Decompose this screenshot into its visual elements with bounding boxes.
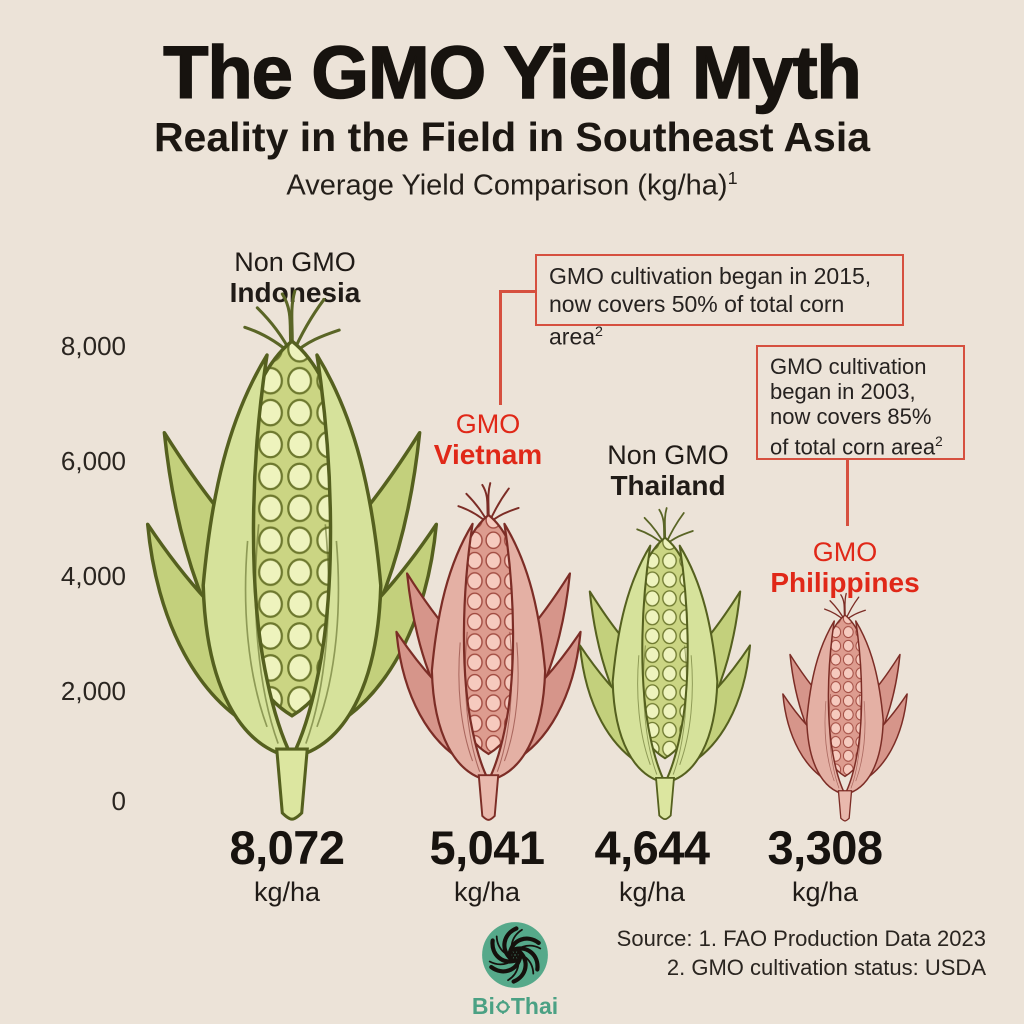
- value-vietnam-unit: kg/ha: [453, 877, 521, 907]
- logo-gear-icon: [495, 999, 510, 1014]
- value-philippines-unit: kg/ha: [791, 877, 859, 907]
- label-vietnam-type: GMO: [455, 409, 521, 439]
- value-philippines: 3,308 kg/ha: [705, 820, 945, 908]
- biothai-logo: Bi Thai: [450, 920, 580, 1020]
- corn-illustration-philippines: [779, 584, 911, 823]
- value-thailand-unit: kg/ha: [618, 877, 686, 907]
- axis-title-footnote: 1: [727, 168, 738, 188]
- callout-vietnam-footnote: 2: [595, 324, 603, 340]
- corn-illustration-indonesia: [139, 269, 445, 824]
- y-axis-tick-8000: 8,000: [60, 331, 126, 361]
- source-line-1: Source: 1. FAO Production Data 2023: [616, 926, 986, 951]
- callout-philippines: GMO cultivation began in 2003, now cover…: [756, 345, 965, 460]
- callout-philippines-line4-text: of total corn area: [770, 434, 936, 460]
- label-thailand-type: Non GMO: [607, 440, 729, 470]
- value-thailand: 4,644 kg/ha: [532, 820, 772, 908]
- callout-philippines-line3: now covers 85%: [770, 404, 932, 429]
- logo-text-thai: Thai: [510, 993, 559, 1019]
- axis-title: Average Yield Comparison (kg/ha)1: [0, 168, 1024, 203]
- callout-philippines-footnote: 2: [935, 434, 943, 449]
- biothai-logo-text: Bi Thai: [450, 993, 580, 1020]
- label-indonesia-type: Non GMO: [234, 247, 356, 277]
- y-axis-tick-0: 0: [111, 786, 126, 816]
- callout-vietnam: GMO cultivation began in 2015, now cover…: [535, 254, 904, 350]
- axis-title-text: Average Yield Comparison (kg/ha): [286, 169, 728, 202]
- source-line-2: 2. GMO cultivation status: USDA: [666, 955, 986, 981]
- value-indonesia-number: 8,072: [229, 821, 345, 874]
- callout-vietnam-line2: now covers 50% of total corn area2: [549, 290, 890, 351]
- callout-vietnam-line1: GMO cultivation began in 2015,: [549, 263, 872, 289]
- callout-philippines-line1: GMO cultivation: [770, 354, 927, 379]
- value-vietnam-number: 5,041: [429, 821, 545, 874]
- label-vietnam: GMO Vietnam: [378, 409, 598, 471]
- label-philippines: GMO Philippines: [735, 537, 955, 599]
- callout-vietnam-connector-vertical: [499, 290, 502, 405]
- label-philippines-type: GMO: [812, 537, 878, 567]
- callout-vietnam-connector-horizontal: [499, 290, 537, 293]
- logo-text-bi: Bi: [471, 993, 495, 1019]
- label-thailand: Non GMO Thailand: [558, 440, 778, 502]
- value-philippines-number: 3,308: [767, 821, 883, 874]
- value-vietnam: 5,041 kg/ha: [367, 820, 607, 908]
- y-axis-tick-4000: 4,000: [60, 561, 126, 591]
- callout-philippines-line2: began in 2003,: [770, 379, 916, 404]
- corn-illustration-thailand: [575, 495, 755, 822]
- biothai-swirl-icon: [482, 922, 548, 988]
- label-philippines-country: Philippines: [770, 567, 920, 599]
- source-note: Source: 1. FAO Production Data 2023 2. G…: [617, 924, 986, 982]
- y-axis-tick-2000: 2,000: [60, 676, 126, 706]
- page-title: The GMO Yield Myth: [163, 30, 863, 115]
- callout-philippines-connector-vertical: [846, 459, 849, 526]
- callout-philippines-line4: of total corn area2: [770, 429, 951, 459]
- value-indonesia-unit: kg/ha: [253, 877, 321, 907]
- corn-illustration-vietnam: [391, 469, 586, 823]
- label-thailand-country: Thailand: [610, 470, 726, 502]
- y-axis-tick-6000: 6,000: [60, 446, 126, 476]
- value-indonesia: 8,072 kg/ha: [167, 820, 407, 908]
- callout-vietnam-line2-text: now covers 50% of total corn area: [549, 291, 845, 350]
- value-thailand-number: 4,644: [594, 821, 710, 874]
- subtitle: Reality in the Field in Southeast Asia: [153, 114, 871, 160]
- label-vietnam-country: Vietnam: [433, 439, 543, 471]
